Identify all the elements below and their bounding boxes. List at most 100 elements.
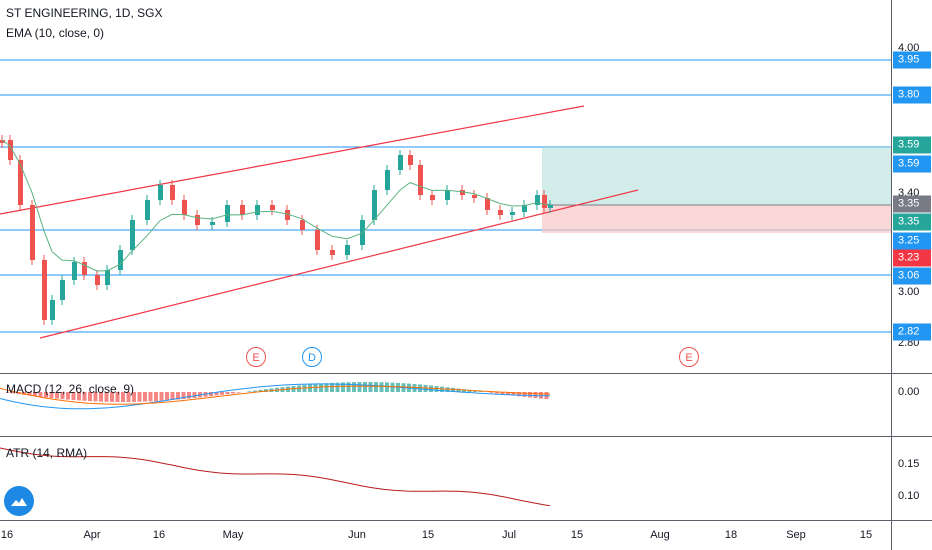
candle-body	[548, 205, 553, 208]
candle-body	[408, 155, 413, 165]
candle-body	[485, 198, 490, 210]
stop-price-badge: 3.23	[893, 249, 931, 267]
macd-bar	[137, 392, 142, 402]
time-tick: Aug	[650, 529, 670, 541]
macd-bar	[99, 392, 103, 402]
macd-bar	[60, 392, 65, 400]
macd-bar	[236, 392, 241, 393]
macd-bar	[357, 382, 362, 392]
macd-bar	[528, 392, 532, 398]
time-tick: Jul	[501, 529, 517, 541]
macd-bar	[88, 392, 92, 402]
macd-bar	[385, 382, 389, 392]
channel-upper-line[interactable]	[0, 105, 585, 215]
macd-bar	[319, 383, 323, 392]
macd-bar	[302, 384, 307, 392]
macd-bar	[462, 389, 466, 392]
price-badge: 3.59	[893, 155, 931, 173]
macd-bar	[379, 382, 384, 392]
macd-bar	[154, 392, 158, 402]
candle-body	[330, 250, 335, 255]
macd-bar	[214, 392, 219, 396]
price-badge: 3.80	[893, 86, 931, 104]
candle-body	[300, 220, 305, 230]
macd-bar	[368, 382, 373, 392]
macd-bar	[143, 392, 147, 402]
macd-bar	[473, 390, 477, 392]
time-tick: Jun	[348, 529, 366, 541]
macd-signal-line	[0, 385, 551, 405]
macd-bar	[148, 392, 153, 402]
macd-bar	[324, 383, 329, 392]
candle-body	[385, 170, 390, 190]
candle-body	[535, 195, 540, 205]
price-badge: 3.59	[893, 136, 931, 154]
macd-bar	[247, 391, 252, 392]
candle-body	[60, 280, 65, 300]
earnings-event-marker[interactable]: E	[246, 347, 266, 367]
price-badge: 3.25	[893, 232, 931, 250]
price-tick: 3.00	[898, 286, 920, 298]
candlestick-series	[0, 135, 553, 325]
ema-legend[interactable]: EMA (10, close, 0)	[6, 26, 105, 40]
earnings-event-marker[interactable]: E	[679, 347, 699, 367]
macd-bar	[451, 387, 455, 392]
macd-bar	[38, 392, 43, 397]
macd-bar	[429, 385, 433, 392]
atr-legend[interactable]: ATR (14, RMA)	[6, 446, 88, 460]
macd-bar	[511, 392, 516, 396]
macd-legend[interactable]: MACD (12, 26, close, 9)	[6, 382, 135, 396]
price-badge: 2.82	[893, 323, 931, 341]
candle-body	[42, 260, 47, 320]
macd-bar	[187, 392, 191, 399]
time-axis-separator	[0, 520, 932, 521]
macd-bar	[192, 392, 197, 398]
macd-bar	[258, 389, 263, 392]
macd-bar	[132, 392, 136, 402]
pane-separator[interactable]	[0, 373, 932, 374]
macd-bar	[489, 392, 494, 393]
long-position-stop-zone[interactable]	[542, 205, 891, 233]
macd-bar	[517, 392, 521, 397]
time-tick: 15	[859, 529, 873, 541]
macd-bar	[308, 384, 312, 392]
candle-body	[255, 205, 260, 215]
macd-bar	[121, 392, 125, 402]
macd-bar	[110, 392, 114, 402]
time-tick: 15	[421, 529, 435, 541]
time-tick: Apr	[83, 529, 101, 541]
candle-body	[430, 195, 435, 200]
candle-body	[285, 210, 290, 220]
macd-bar	[467, 389, 472, 392]
candle-body	[542, 195, 547, 208]
macd-bar	[253, 390, 257, 392]
candle-body	[0, 140, 5, 143]
macd-bar	[49, 392, 54, 398]
macd-bar	[5, 392, 10, 393]
long-position-target-zone[interactable]	[542, 147, 891, 205]
macd-bar	[341, 382, 345, 392]
tradingview-cloud-icon[interactable]	[4, 486, 34, 516]
candle-body	[315, 230, 320, 250]
macd-bar	[346, 382, 351, 392]
macd-bar	[313, 383, 318, 392]
macd-bar	[506, 392, 510, 395]
price-axis-border	[891, 0, 892, 550]
candle-body	[210, 222, 215, 225]
macd-bar	[44, 392, 48, 398]
price-badge: 3.35	[893, 213, 931, 231]
macd-bar	[55, 392, 59, 399]
symbol-title[interactable]: ST ENGINEERING, 1D, SGX	[6, 6, 163, 20]
price-badge: 3.06	[893, 267, 931, 285]
macd-bar	[445, 387, 450, 392]
candle-body	[195, 215, 200, 225]
macd-bar	[27, 392, 32, 396]
macd-bar	[500, 392, 505, 395]
pane-separator[interactable]	[0, 436, 932, 437]
channel-lower-line[interactable]	[39, 189, 639, 339]
macd-tick: 0.00	[898, 386, 920, 398]
dividend-event-marker[interactable]: D	[302, 347, 322, 367]
time-tick: 16	[152, 529, 166, 541]
